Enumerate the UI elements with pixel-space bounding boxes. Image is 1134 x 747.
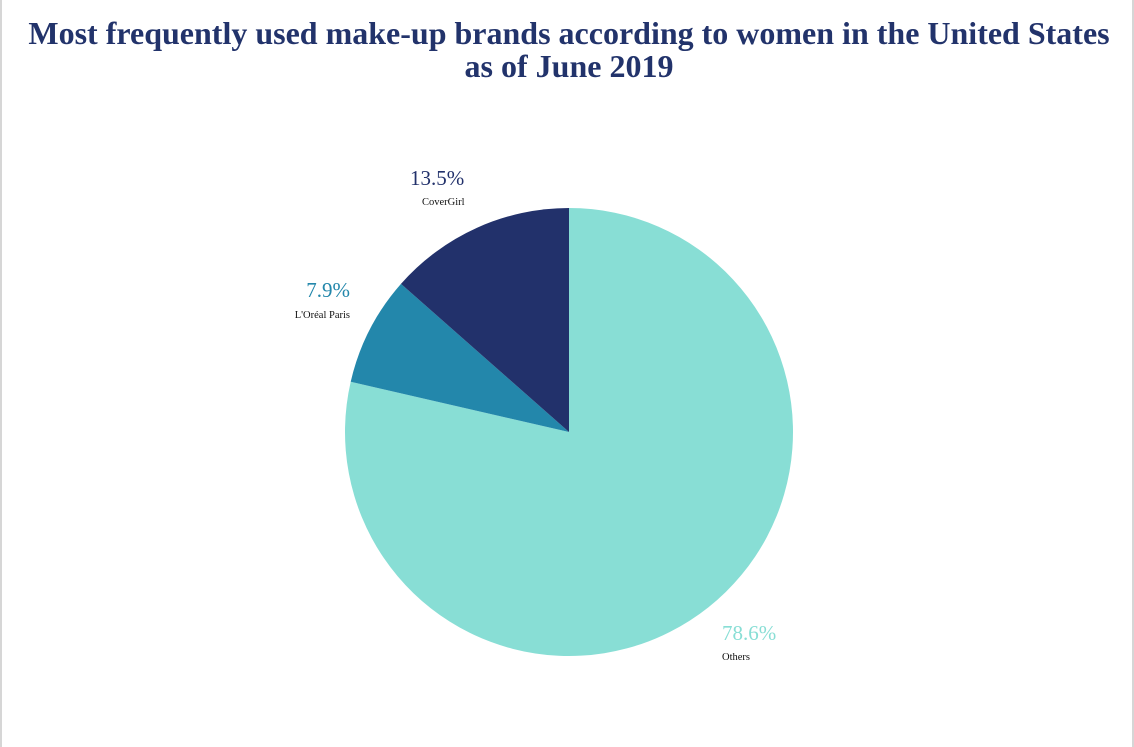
percent-label-others: 78.6% — [722, 621, 776, 645]
slice-label-covergirl: 13.5% CoverGirl — [410, 166, 465, 208]
category-label-loreal-paris: L'Oréal Paris — [295, 310, 350, 321]
category-label-covergirl: CoverGirl — [422, 197, 465, 208]
pie-slice-covergirl — [400, 208, 569, 432]
slice-label-loreal-paris: 7.9% L'Oréal Paris — [295, 278, 350, 321]
pie-slice-others — [345, 208, 794, 657]
slice-label-others: 78.6% Others — [722, 621, 776, 663]
percent-label-loreal-paris: 7.9% — [306, 278, 350, 302]
pie-slice-l-or-al-paris — [350, 283, 569, 432]
percent-label-covergirl: 13.5% — [410, 166, 464, 190]
category-label-others: Others — [722, 652, 750, 663]
pie-slices — [345, 208, 794, 657]
chart-title: Most frequently used make-up brands acco… — [28, 15, 1110, 84]
